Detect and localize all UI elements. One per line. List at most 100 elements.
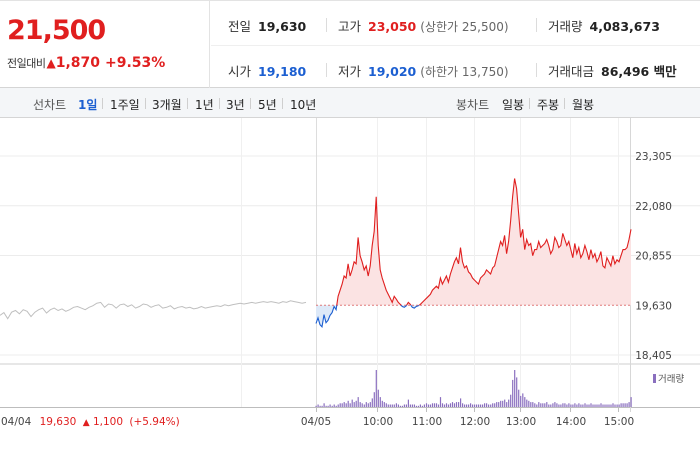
period-bar: 선차트 1일 1주일 3개월 1년 3년 5년 10년 봉차트 일봉 주봉 월봉 bbox=[0, 88, 700, 118]
period-3m[interactable]: 3개월 bbox=[152, 98, 182, 112]
volume-bar bbox=[339, 403, 341, 407]
period-1w[interactable]: 1주일 bbox=[110, 98, 140, 112]
period-5y[interactable]: 5년 bbox=[258, 98, 277, 112]
volume-bar bbox=[588, 404, 590, 407]
x-tick-label: 11:00 bbox=[412, 416, 442, 428]
volume-bar bbox=[401, 405, 403, 407]
volume-bar bbox=[620, 403, 622, 407]
stat-trade-value: 거래대금 86,496 백만 bbox=[548, 61, 677, 80]
candle-daily[interactable]: 일봉 bbox=[502, 98, 525, 112]
volume-bar bbox=[349, 403, 351, 407]
stat-volume: 거래량 4,083,673 bbox=[548, 16, 660, 35]
prev-day-series bbox=[0, 300, 307, 320]
volume-bar bbox=[369, 402, 371, 407]
volume-bar bbox=[490, 404, 492, 407]
volume-bars bbox=[315, 370, 632, 407]
prev-day-change: 1,100 bbox=[93, 416, 123, 428]
stat-value: 19,180 bbox=[258, 64, 307, 79]
volume-bar bbox=[383, 402, 385, 407]
x-tick-label: 14:00 bbox=[556, 416, 586, 428]
volume-bar bbox=[540, 403, 542, 407]
volume-bar bbox=[367, 403, 369, 407]
volume-bar bbox=[468, 404, 470, 407]
volume-bar bbox=[576, 404, 578, 407]
period-3y[interactable]: 3년 bbox=[226, 98, 245, 112]
volume-bar bbox=[630, 397, 632, 407]
stat-value: 19,630 bbox=[258, 19, 307, 34]
volume-bar bbox=[492, 403, 494, 407]
volume-bar bbox=[586, 404, 588, 407]
candle-chart-label: 봉차트 bbox=[456, 98, 490, 112]
period-1d[interactable]: 1일 bbox=[78, 98, 98, 112]
divider bbox=[529, 98, 530, 109]
volume-bar bbox=[544, 403, 546, 407]
stat-value: 19,020 bbox=[368, 64, 417, 79]
y-axis-labels: 23,305 22,080 20,855 19,630 18,405 bbox=[635, 151, 672, 362]
volume-bar bbox=[496, 402, 498, 407]
volume-bar bbox=[498, 402, 500, 407]
volume-bar bbox=[333, 404, 335, 407]
volume-bar bbox=[618, 404, 620, 407]
y-tick-label: 20,855 bbox=[635, 251, 672, 263]
volume-bar bbox=[600, 403, 602, 407]
volume-bar bbox=[628, 402, 630, 407]
current-price: 21,500 bbox=[7, 15, 106, 46]
volume-bar bbox=[578, 403, 580, 407]
volume-bar bbox=[447, 404, 450, 407]
volume-bar bbox=[341, 403, 343, 407]
volume-bar bbox=[558, 404, 560, 407]
line-chart-label: 선차트 bbox=[33, 98, 67, 112]
prev-day-pct: (+5.94%) bbox=[129, 416, 179, 428]
candle-monthly[interactable]: 월봉 bbox=[572, 98, 595, 112]
stat-label: 전일 bbox=[228, 19, 252, 34]
period-10y[interactable]: 10년 bbox=[290, 98, 317, 112]
volume-bar bbox=[379, 397, 381, 407]
volume-bar bbox=[564, 403, 566, 407]
volume-bar bbox=[602, 404, 604, 407]
volume-bar bbox=[337, 404, 339, 407]
volume-bar bbox=[321, 405, 323, 407]
volume-bar bbox=[407, 399, 409, 407]
volume-bar bbox=[574, 403, 576, 407]
volume-bar bbox=[486, 403, 488, 407]
divider bbox=[145, 98, 146, 109]
stat-low: 저가 19,020 (하한가 13,750) bbox=[338, 61, 509, 80]
volume-bar bbox=[552, 403, 554, 407]
volume-bar bbox=[423, 404, 425, 407]
period-1y[interactable]: 1년 bbox=[195, 98, 214, 112]
volume-bar bbox=[524, 397, 526, 407]
volume-bar bbox=[470, 403, 472, 407]
volume-bar bbox=[425, 403, 428, 407]
volume-bar bbox=[323, 403, 325, 407]
volume-bar bbox=[520, 395, 522, 407]
volume-bar bbox=[355, 400, 357, 407]
volume-bar bbox=[608, 404, 610, 407]
volume-bar bbox=[319, 405, 321, 407]
x-tick-label: 15:00 bbox=[604, 416, 634, 428]
volume-bar bbox=[612, 403, 614, 407]
volume-bar bbox=[472, 404, 474, 407]
volume-bar bbox=[474, 404, 476, 407]
volume-bar bbox=[538, 402, 540, 407]
volume-bar bbox=[488, 404, 490, 407]
x-tick-label: 04/05 bbox=[301, 416, 331, 428]
volume-bar bbox=[614, 404, 616, 407]
stat-value: 86,496 백만 bbox=[601, 64, 677, 79]
divider bbox=[250, 98, 251, 109]
volume-bar bbox=[317, 404, 319, 407]
volume-bar bbox=[478, 404, 480, 407]
volume-bar bbox=[514, 370, 516, 407]
intraday-price-chart[interactable]: 23,305 22,080 20,855 19,630 18,405 04/05 10:0… bbox=[0, 118, 700, 450]
volume-bar bbox=[616, 404, 618, 407]
candle-weekly[interactable]: 주봉 bbox=[537, 98, 560, 112]
up-arrow-icon: ▲ bbox=[83, 418, 90, 428]
stat-high: 고가 23,050 (상한가 25,500) bbox=[338, 16, 509, 35]
volume-bar bbox=[610, 404, 612, 407]
volume-bar bbox=[361, 403, 363, 407]
divider bbox=[102, 98, 103, 109]
volume-bar bbox=[476, 404, 478, 407]
volume-bar bbox=[548, 404, 550, 407]
x-axis-labels: 04/05 10:00 11:00 12:00 13:00 14:00 15:00 bbox=[301, 416, 634, 428]
volume-bar bbox=[411, 404, 413, 407]
volume-bar bbox=[387, 404, 389, 407]
